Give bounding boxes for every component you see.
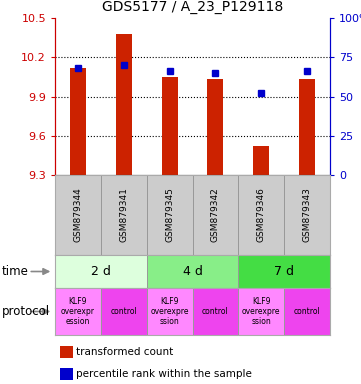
Bar [162,77,178,175]
Text: control: control [110,307,137,316]
Text: KLF9
overexpr
ession: KLF9 overexpr ession [61,296,95,326]
Bar [61,368,73,381]
Text: KLF9
overexpre
ssion: KLF9 overexpre ssion [242,296,280,326]
Text: 2 d: 2 d [91,265,111,278]
Bar [253,146,269,175]
Bar [192,288,238,335]
Text: 7 d: 7 d [274,265,294,278]
Text: control: control [294,307,321,316]
Bar [55,288,101,335]
Text: GSM879344: GSM879344 [73,188,82,242]
Bar [284,175,330,255]
Text: GSM879345: GSM879345 [165,187,174,242]
Bar [147,175,192,255]
Text: protocol: protocol [2,305,50,318]
Text: GSM879342: GSM879342 [211,188,220,242]
Bar [208,79,223,175]
Bar [55,175,101,255]
Text: time: time [2,265,29,278]
Bar [238,175,284,255]
Text: KLF9
overexpre
ssion: KLF9 overexpre ssion [150,296,189,326]
Bar [61,346,73,359]
Text: 4 d: 4 d [183,265,203,278]
Text: control: control [202,307,229,316]
Bar [55,255,147,288]
Bar [147,255,238,288]
Bar [116,34,132,175]
Text: transformed count: transformed count [75,347,173,358]
Bar [70,68,86,175]
Text: GSM879346: GSM879346 [257,187,266,242]
Bar [101,288,147,335]
Title: GDS5177 / A_23_P129118: GDS5177 / A_23_P129118 [102,0,283,14]
Bar [192,175,238,255]
Bar [284,288,330,335]
Text: GSM879343: GSM879343 [303,187,312,242]
Bar [238,255,330,288]
Bar [101,175,147,255]
Bar [299,79,315,175]
Bar [147,288,192,335]
Bar [238,288,284,335]
Text: percentile rank within the sample: percentile rank within the sample [75,369,252,379]
Text: GSM879341: GSM879341 [119,187,128,242]
